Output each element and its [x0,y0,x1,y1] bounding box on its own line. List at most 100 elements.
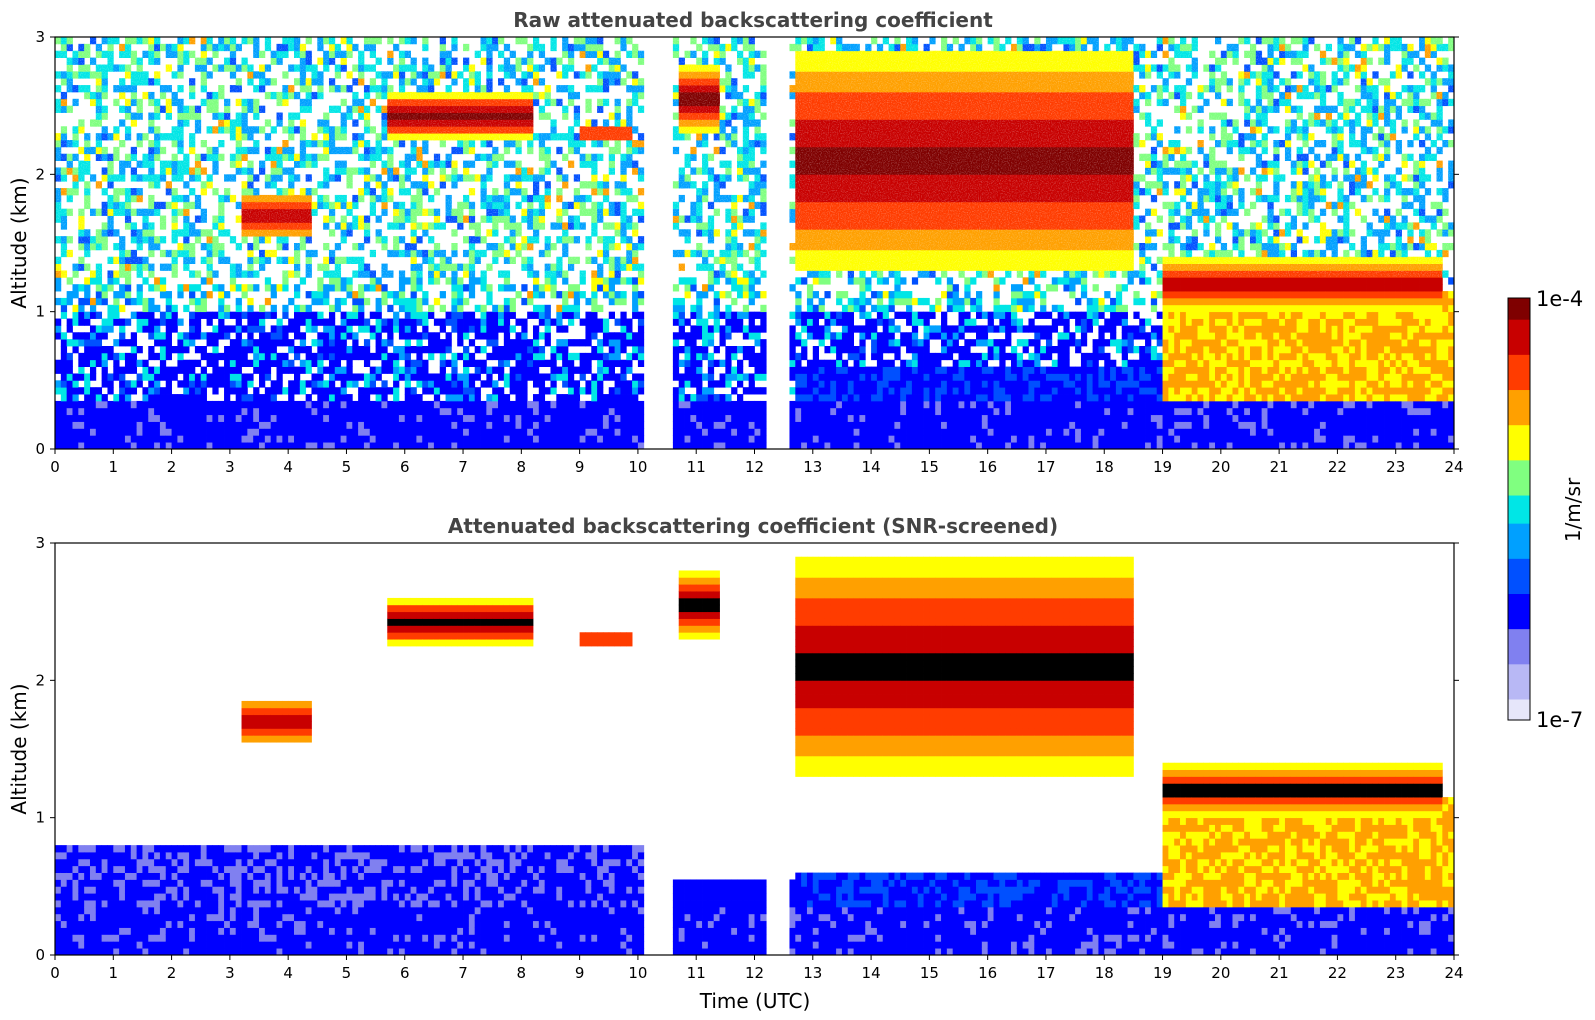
heatmap-cell [165,442,172,449]
heatmap-cell [89,304,97,313]
heatmap-cell [264,339,272,347]
heatmap-cell [591,346,598,354]
heatmap-cell [737,325,744,333]
heatmap-cell [632,442,639,449]
heatmap-cell [165,352,172,361]
heatmap-cell [72,428,79,436]
heatmap-cell [684,407,691,416]
heatmap-cell [101,380,108,388]
heatmap-cell [544,284,551,292]
heatmap-cell [498,400,505,409]
heatmap-cell [806,304,814,313]
heatmap-cell [480,428,487,436]
heatmap-cell [334,414,342,422]
heatmap-cell [789,400,796,409]
heatmap-cell [107,352,114,361]
heatmap-cell [177,352,184,361]
heatmap-cell [66,421,73,429]
heatmap-cell [241,407,248,416]
heatmap-cell [544,339,551,347]
heatmap-cell [328,442,336,449]
heatmap-cell [107,304,114,313]
heatmap-cell [620,332,627,340]
heatmap-cell [194,414,202,422]
heatmap-cell [165,339,172,347]
heatmap-cell [241,435,248,443]
heatmap-cell [678,359,685,367]
heatmap-cell [60,421,68,429]
heatmap-cell [194,318,202,326]
heatmap-cell [532,428,540,436]
heatmap-cell [503,407,511,416]
heatmap-cell [241,373,248,381]
heatmap-cell [498,311,505,319]
heatmap-cell [107,387,114,395]
heatmap-cell [562,277,569,285]
heatmap-cell [177,318,184,326]
heatmap-cell [323,346,330,354]
heatmap-cell [346,442,353,449]
heatmap-cell [707,277,715,285]
heatmap-cell [573,304,581,313]
heatmap-cell [801,387,808,395]
heatmap-cell [457,394,464,402]
heatmap-cell [101,325,108,333]
heatmap-cell [206,400,213,409]
heatmap-cell [375,407,382,416]
heatmap-cell [113,359,120,367]
heatmap-cell [439,400,446,409]
heatmap-cell [602,421,610,429]
heatmap-cell [398,366,406,374]
heatmap-cell [264,373,272,381]
heatmap-cell [119,428,126,436]
heatmap-cell [468,352,476,361]
heatmap-cell [614,318,621,326]
heatmap-cell [567,428,575,436]
heatmap-cell [206,442,213,449]
heatmap-cell [620,407,627,416]
heatmap-cell [719,400,726,409]
heatmap-cell [375,442,382,449]
heatmap-cell [66,400,73,409]
heatmap-cell [177,414,184,422]
heatmap-cell [183,414,190,422]
heatmap-cell [288,297,295,306]
heatmap-cell [457,352,464,361]
heatmap-cell [60,407,68,416]
heatmap-cell [375,352,382,361]
heatmap-cell [78,400,85,409]
heatmap-cell [439,435,446,443]
heatmap-cell [422,442,429,449]
heatmap-cell [789,284,796,292]
heatmap-cell [713,428,720,436]
heatmap-cell [142,277,149,285]
heatmap-cell [597,325,604,333]
heatmap-cell [323,394,330,402]
heatmap-cell [148,435,155,443]
heatmap-cell [276,407,283,416]
heatmap-cell [702,421,709,429]
heatmap-cell [107,428,114,436]
heatmap-cell [719,414,726,422]
heatmap-cell [509,435,516,443]
heatmap-cell [760,304,767,313]
heatmap-cell [760,373,767,381]
heatmap-cell [218,380,225,388]
heatmap-cell [154,332,161,340]
heatmap-cell [369,366,376,374]
heatmap-cell [422,366,429,374]
heatmap-cell [398,428,406,436]
heatmap-cell [614,332,621,340]
heatmap-cell [340,277,347,285]
heatmap-cell [451,284,458,292]
heatmap-cell [159,291,167,299]
heatmap-cell [369,414,376,422]
heatmap-cell [358,352,365,361]
heatmap-cell [818,428,825,436]
heatmap-cell [632,297,639,306]
heatmap-cell [532,325,540,333]
heatmap-cell [690,366,697,374]
heatmap-cell [713,400,720,409]
heatmap-cell [538,414,546,422]
heatmap-cell [707,339,715,347]
